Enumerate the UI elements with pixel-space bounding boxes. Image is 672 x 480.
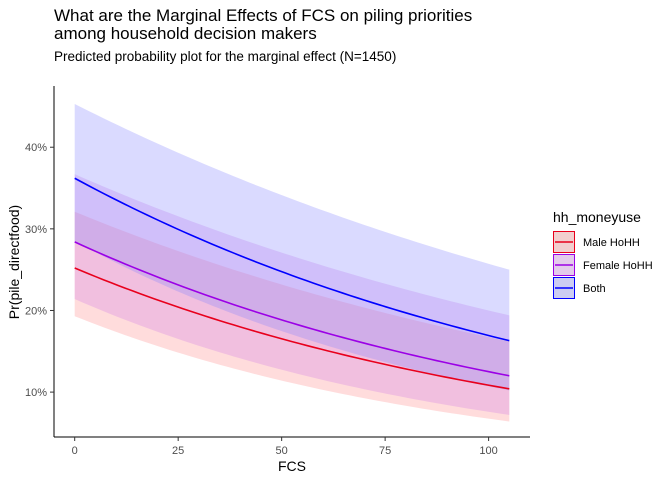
y-tick-label: 40% <box>25 142 47 154</box>
x-tick-label: 75 <box>379 445 391 457</box>
y-tick-label: 10% <box>25 387 47 399</box>
chart-title: What are the Marginal Effects of FCS on … <box>54 6 472 43</box>
line-both <box>74 177 510 342</box>
band-both <box>74 103 510 391</box>
x-axis-ticks: 0 25 50 75 100 <box>72 437 498 457</box>
band-female-hohh <box>74 174 510 415</box>
x-axis-title: FCS <box>278 458 306 474</box>
legend: hh_moneyuse Male HoHH Female HoHH Both <box>553 209 653 299</box>
legend-label: Both <box>583 283 606 295</box>
confidence-bands <box>74 103 510 422</box>
y-axis-title: Pr(pile_directfood) <box>6 205 22 319</box>
legend-label: Female HoHH <box>583 260 653 272</box>
legend-item-male-hohh: Male HoHH <box>553 231 640 253</box>
x-tick-label: 50 <box>276 445 288 457</box>
y-axis-ticks: 10% 20% 30% 40% <box>25 142 54 399</box>
legend-items: Male HoHH Female HoHH Both <box>553 231 653 299</box>
y-tick-label: 30% <box>25 224 47 236</box>
x-tick-label: 25 <box>172 445 184 457</box>
y-tick-label: 20% <box>25 305 47 317</box>
legend-item-both: Both <box>553 277 606 299</box>
x-tick-label: 0 <box>72 445 78 457</box>
legend-item-female-hohh: Female HoHH <box>553 254 653 276</box>
line-male-hohh <box>74 267 510 390</box>
band-male-hohh <box>74 211 510 422</box>
legend-label: Male HoHH <box>583 237 640 249</box>
chart-title-line-2: among household decision makers <box>54 24 317 43</box>
chart-subtitle: Predicted probability plot for the margi… <box>54 49 396 64</box>
series-lines <box>74 177 510 390</box>
line-female-hohh <box>74 241 510 377</box>
x-tick-label: 100 <box>479 445 497 457</box>
legend-title: hh_moneyuse <box>553 209 641 225</box>
chart-title-line-1: What are the Marginal Effects of FCS on … <box>54 6 472 25</box>
